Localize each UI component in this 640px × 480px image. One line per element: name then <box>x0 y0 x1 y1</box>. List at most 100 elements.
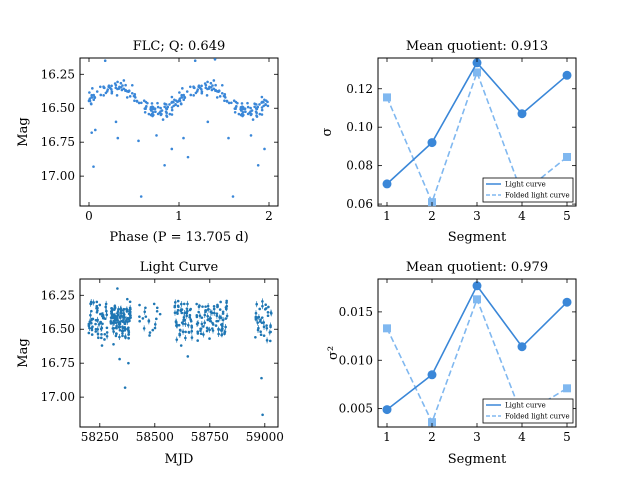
lightcurve-point <box>220 328 224 332</box>
lightcurve-point <box>199 327 202 331</box>
flc-point <box>116 136 120 140</box>
flc-point <box>260 108 264 112</box>
flc-point <box>192 85 195 88</box>
lightcurve-point <box>111 316 114 319</box>
lightcurve-point <box>262 334 266 337</box>
flc-point <box>107 84 111 87</box>
flc-panel: FLC; Q: 0.649 0 1 2 16.25 16.50 16.75 17.00 Ph… <box>16 39 279 245</box>
variance-title: Mean quotient: 0.979 <box>406 260 548 275</box>
flc-point <box>139 195 143 198</box>
flc-point <box>124 83 127 87</box>
lightcurve-point <box>260 321 264 325</box>
lightcurve-point <box>221 322 224 326</box>
lightcurve-point <box>216 305 219 309</box>
flc-point <box>102 94 105 97</box>
variance-ytick-label: 0.005 <box>339 402 373 416</box>
lightcurve-point <box>94 330 98 333</box>
lightcurve-point <box>207 307 210 311</box>
sigma-xtick-label: 4 <box>518 209 526 223</box>
lightcurve-point <box>113 306 117 310</box>
flc-point <box>200 84 203 88</box>
flc-point <box>224 96 227 99</box>
flc-point <box>189 85 192 89</box>
flc-point <box>193 59 197 63</box>
flc-point <box>115 94 119 97</box>
lightcurve-point <box>176 308 180 312</box>
lightcurve-point <box>127 361 130 365</box>
lightcurve-point <box>186 355 190 358</box>
lightcurve-point <box>98 303 102 307</box>
lightcurve-point <box>95 310 99 314</box>
lightcurve-point <box>128 310 131 313</box>
flc-point <box>263 98 266 102</box>
lightcurve-title: Light Curve <box>140 260 219 275</box>
lightcurve-point <box>101 322 104 326</box>
lightcurve-point <box>138 315 141 318</box>
lightcurve-point <box>189 307 192 311</box>
lightcurve-point <box>178 332 181 336</box>
flc-point <box>255 107 259 111</box>
lightcurve-point <box>199 332 203 335</box>
flc-point <box>246 105 250 109</box>
flc-point <box>182 98 186 102</box>
lightcurve-point <box>121 332 124 335</box>
variance-xtick-label: 5 <box>563 430 571 444</box>
lightcurve-point <box>97 336 100 340</box>
flc-point <box>260 95 264 99</box>
lightcurve-point <box>90 333 94 336</box>
lightcurve-point <box>182 302 186 306</box>
flc-point <box>165 115 169 118</box>
flc-point <box>256 163 260 167</box>
flc-point <box>118 85 121 89</box>
flc-ytick-label: 17.00 <box>41 169 75 183</box>
lightcurve-point <box>144 315 148 318</box>
lightcurve-point <box>173 304 177 308</box>
lightcurve-point <box>176 304 180 308</box>
sigma-xtick-label: 1 <box>383 209 391 223</box>
lightcurve-point <box>211 327 214 330</box>
lightcurve-point <box>260 316 264 319</box>
flc-point <box>91 87 94 90</box>
flc-point <box>146 101 149 105</box>
flc-point <box>99 93 103 97</box>
lightcurve-point <box>148 331 152 334</box>
lightcurve-point <box>185 307 189 310</box>
flc-point <box>231 195 235 198</box>
flc-point <box>143 111 147 114</box>
flc-point <box>176 104 180 108</box>
flc-point <box>142 99 146 102</box>
lightcurve-point <box>188 316 191 319</box>
flc-point <box>203 82 207 85</box>
sigma-point-light <box>517 109 527 119</box>
lightcurve-point <box>118 328 122 332</box>
lightcurve-point <box>119 320 122 324</box>
lightcurve-point <box>129 314 132 317</box>
flc-ytick-label: 16.25 <box>41 67 75 81</box>
flc-point <box>246 101 249 105</box>
variance-xtick-label: 3 <box>473 430 481 444</box>
flc-point <box>119 81 123 85</box>
lightcurve-point <box>124 319 128 323</box>
variance-point-folded <box>563 384 571 393</box>
lightcurve-point <box>267 305 270 309</box>
sigma-point-light <box>427 138 437 148</box>
flc-point <box>212 87 216 91</box>
flc-point <box>181 87 184 90</box>
lightcurve-point <box>264 303 267 306</box>
lightcurve-point <box>126 297 129 301</box>
flc-point <box>122 87 126 91</box>
lightcurve-point <box>87 331 91 335</box>
flc-title: FLC; Q: 0.649 <box>133 39 226 54</box>
lightcurve-point <box>180 321 184 324</box>
lightcurve-point <box>100 333 103 336</box>
lightcurve-point <box>126 316 130 320</box>
lightcurve-point <box>120 314 124 318</box>
flc-point <box>197 84 201 87</box>
flc-point <box>168 103 171 106</box>
variance-xtick-label: 1 <box>383 430 391 444</box>
lightcurve-point <box>201 305 204 308</box>
flc-point <box>227 136 230 140</box>
flc-point <box>116 87 119 91</box>
lightcurve-point <box>109 310 113 313</box>
flc-point <box>163 163 166 167</box>
